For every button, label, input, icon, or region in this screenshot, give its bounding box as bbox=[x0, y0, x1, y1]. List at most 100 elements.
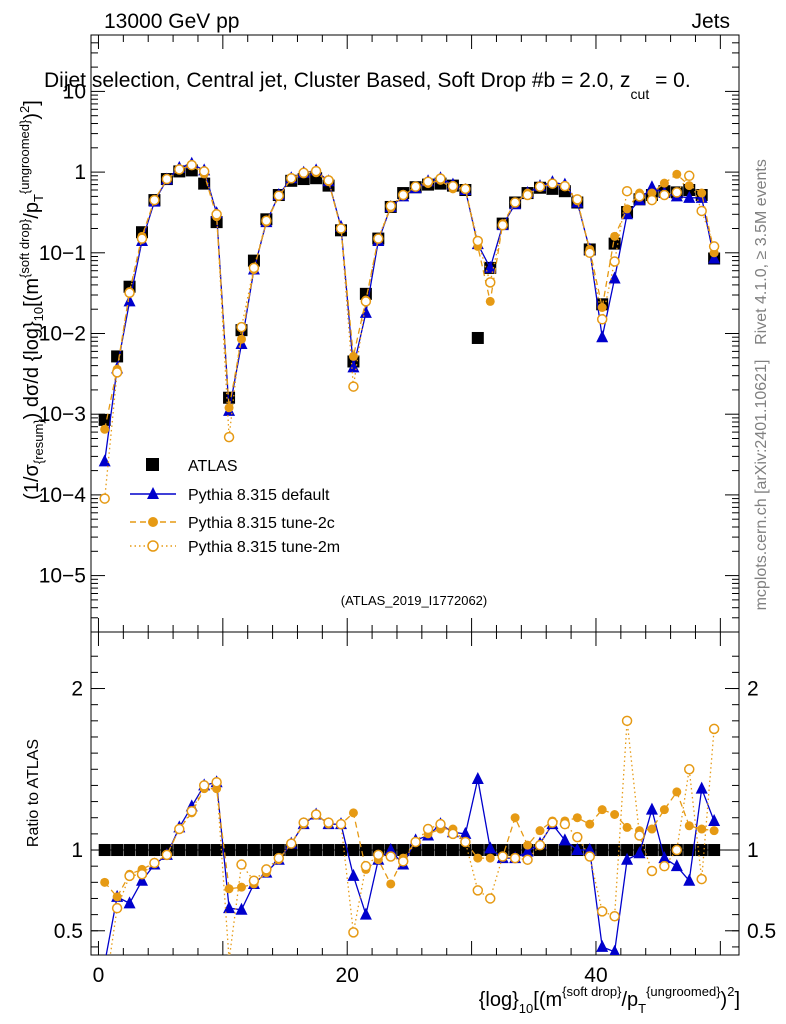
ratio-point-default bbox=[621, 852, 634, 865]
main-point-tune2m bbox=[460, 183, 471, 195]
ratio-point-default bbox=[670, 859, 683, 872]
ratio-point-atlas bbox=[111, 844, 124, 857]
ratio-point-tune2m bbox=[335, 818, 347, 830]
main-point-tune2m bbox=[534, 181, 546, 192]
main-series-atlas bbox=[98, 164, 721, 426]
ratio-y-tick-label-right: 0.5 bbox=[747, 920, 776, 943]
ratio-series-layer bbox=[98, 715, 721, 998]
ratio-point-tune2m bbox=[659, 860, 670, 872]
ratio-point-tune2c bbox=[672, 787, 682, 797]
ratio-point-atlas bbox=[260, 844, 273, 857]
ratio-point-tune2m bbox=[100, 989, 109, 998]
main-point-tune2m bbox=[360, 296, 372, 307]
ratio-point-tune2m bbox=[360, 860, 372, 872]
ratio-point-atlas bbox=[558, 844, 571, 857]
ratio-point-tune2m bbox=[460, 836, 471, 848]
process-label: Jets bbox=[691, 10, 730, 33]
ratio-point-tune2c bbox=[622, 822, 632, 832]
main-point-tune2c bbox=[622, 204, 632, 214]
main-point-tune2m bbox=[223, 431, 235, 443]
main-line-tune2m bbox=[104, 164, 715, 499]
ratio-point-default bbox=[359, 907, 372, 920]
ratio-point-default bbox=[609, 944, 620, 955]
main-y-tick-label: 1 bbox=[74, 161, 86, 184]
main-point-tune2m bbox=[659, 189, 670, 201]
main-point-atlas bbox=[608, 237, 621, 250]
main-point-atlas bbox=[111, 350, 124, 363]
ratio-point-tune2c bbox=[647, 824, 657, 834]
legend-label-atlas: ATLAS bbox=[188, 458, 238, 475]
ratio-y-axis-ticks: 0.5 0.5 1 1 2 2 bbox=[54, 655, 776, 948]
ratio-point-tune2c bbox=[485, 853, 495, 863]
ratio-point-atlas bbox=[185, 844, 198, 857]
ratio-point-tune2m bbox=[198, 780, 210, 791]
energy-label: 13000 GeV pp bbox=[104, 10, 239, 33]
main-point-tune2c bbox=[597, 302, 607, 312]
main-point-tune2m bbox=[149, 194, 160, 206]
ratio-point-atlas bbox=[334, 844, 347, 857]
ratio-point-tune2m bbox=[410, 836, 421, 848]
ratio-point-tune2m bbox=[547, 817, 558, 828]
legend-marker-tune2m bbox=[147, 540, 159, 552]
ratio-point-atlas bbox=[471, 844, 484, 857]
x-tick-label: 40 bbox=[584, 964, 607, 987]
main-point-tune2m bbox=[310, 165, 322, 177]
ratio-point-atlas bbox=[98, 844, 111, 857]
ratio-point-tune2m bbox=[285, 838, 297, 849]
main-point-tune2m bbox=[422, 176, 434, 187]
main-point-tune2m bbox=[410, 181, 421, 192]
ratio-point-tune2c bbox=[709, 826, 719, 836]
legend-marker-atlas bbox=[146, 458, 159, 471]
ratio-point-tune2m bbox=[683, 764, 695, 775]
legend-marker-default bbox=[147, 487, 159, 499]
main-point-tune2m bbox=[111, 367, 123, 378]
ratio-point-tune2m bbox=[261, 864, 272, 875]
main-point-tune2m bbox=[285, 172, 297, 184]
ratio-point-tune2c bbox=[597, 805, 607, 815]
ratio-point-atlas bbox=[223, 844, 236, 857]
main-point-default bbox=[708, 251, 721, 264]
main-point-tune2m bbox=[198, 166, 210, 177]
ratio-point-atlas bbox=[546, 844, 559, 857]
analysis-id: (ATLAS_2019_I1772062) bbox=[341, 593, 487, 608]
ratio-point-default bbox=[708, 813, 721, 826]
ratio-point-default bbox=[459, 826, 472, 839]
ratio-point-tune2m bbox=[708, 723, 720, 735]
ratio-point-tune2m bbox=[596, 906, 608, 917]
ratio-point-default bbox=[596, 939, 609, 952]
ratio-point-atlas bbox=[247, 844, 260, 857]
ratio-point-tune2m bbox=[227, 954, 232, 955]
ratio-point-tune2m bbox=[310, 809, 322, 820]
ratio-point-tune2m bbox=[447, 828, 459, 840]
ratio-point-tune2m bbox=[671, 844, 683, 856]
main-point-tune2m bbox=[596, 314, 608, 325]
ratio-point-default bbox=[123, 896, 136, 909]
main-point-tune2m bbox=[99, 493, 110, 504]
main-point-atlas bbox=[471, 331, 484, 344]
ratio-point-default bbox=[135, 873, 148, 886]
ratio-point-default bbox=[633, 846, 646, 859]
ratio-point-tune2m bbox=[696, 873, 707, 885]
ratio-point-atlas bbox=[509, 844, 522, 857]
ratio-point-tune2m bbox=[484, 893, 496, 904]
ratio-point-tune2m bbox=[373, 849, 384, 861]
ratio-point-atlas bbox=[297, 844, 310, 857]
ratio-point-default bbox=[471, 771, 484, 784]
ratio-point-default bbox=[683, 873, 696, 886]
main-point-tune2m bbox=[186, 159, 197, 171]
ratio-point-tune2m bbox=[422, 823, 434, 835]
main-point-tune2c bbox=[236, 334, 246, 344]
ratio-point-atlas bbox=[272, 844, 285, 857]
ratio-point-tune2m bbox=[522, 854, 533, 865]
main-point-tune2m bbox=[683, 170, 695, 182]
legend: ATLAS Pythia 8.315 default Pythia 8.315 … bbox=[130, 458, 340, 556]
main-series-tune2c bbox=[100, 160, 719, 434]
ratio-point-tune2c bbox=[224, 884, 234, 894]
legend-label-tune2m: Pythia 8.315 tune-2m bbox=[188, 539, 340, 556]
ratio-point-atlas bbox=[135, 844, 148, 857]
ratio-point-tune2m bbox=[174, 823, 185, 835]
ratio-point-atlas bbox=[708, 844, 721, 857]
main-point-tune2m bbox=[621, 185, 633, 197]
main-point-tune2m bbox=[646, 194, 658, 206]
